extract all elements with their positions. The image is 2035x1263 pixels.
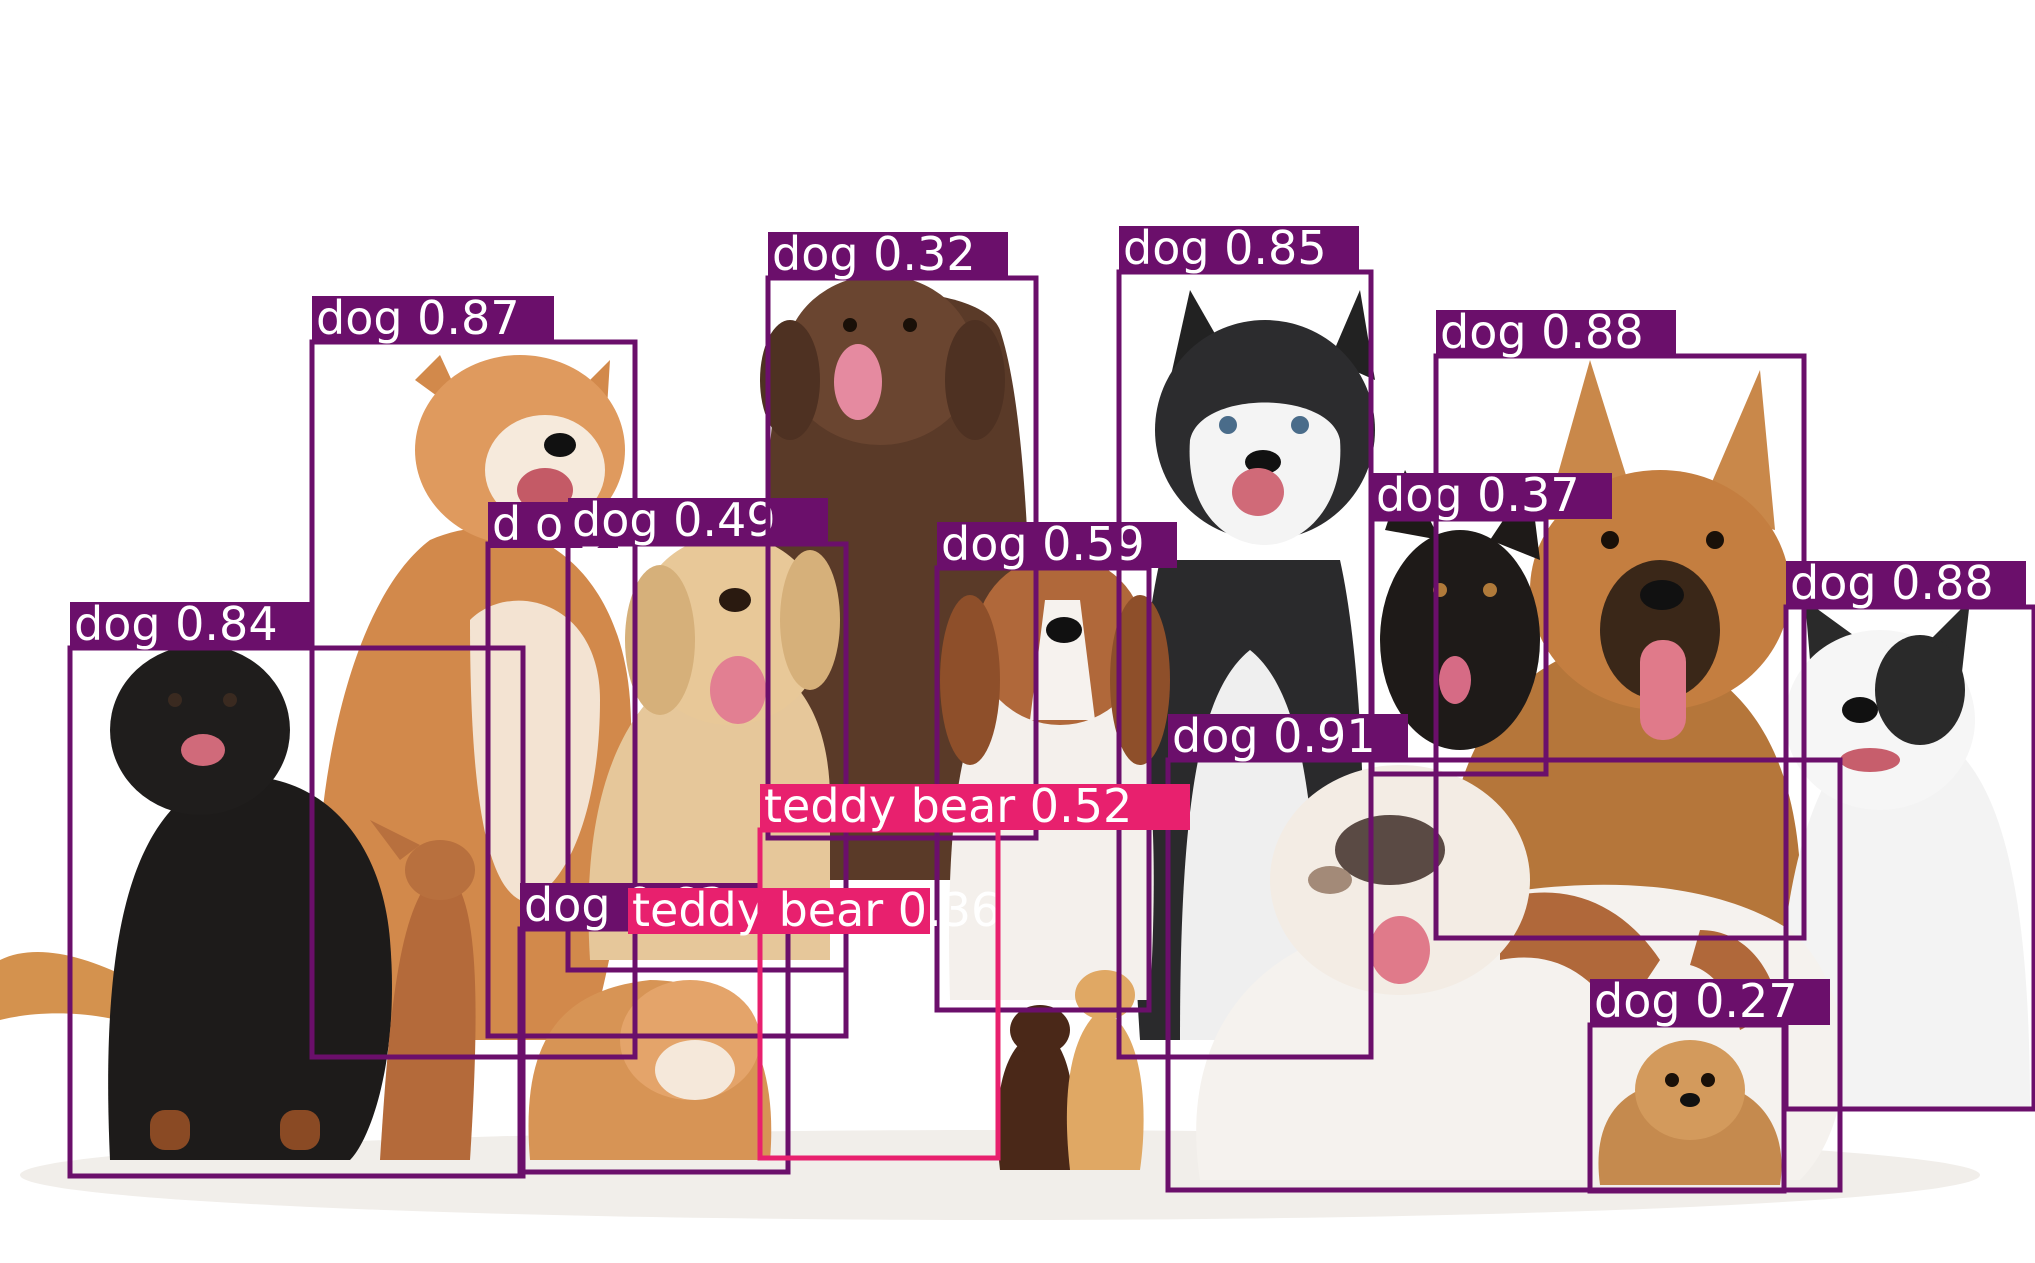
detection: dog 0.59 [934,517,1177,1013]
detection: dog 0.32 [765,227,1039,841]
detection-label-bg [70,602,310,648]
detection-label: dog 0.88 [1790,556,1994,610]
detection-box [1116,269,1374,1060]
detection-label: dog 0.32 [772,227,976,281]
detection-label: dog 0.27 [1594,974,1798,1028]
detection: dog 0.77 [485,497,849,1039]
detection-box [757,827,1001,1161]
detection-label-bg [937,522,1177,568]
detection-box [1587,1022,1787,1194]
detection-label-bg [1786,561,2026,607]
detection-label-bg [1119,226,1359,272]
detection-label-bg [1168,714,1408,760]
detection-label: dog 0.85 [1123,221,1327,275]
german-shepherd [1440,360,1802,940]
detection: dog 0.87 [309,291,638,1060]
detection: dog 0.91 [1165,709,1843,1193]
detection: dog 0.49 [565,493,849,973]
detection: dog 0.27 [1587,974,1830,1194]
detection-box [1783,604,2035,1112]
yorkshire-terrier [1598,1040,1782,1185]
detection: teddy bear 0.52 [757,779,1190,1161]
detection-label: teddy bear 0.36 [632,883,1000,937]
detection: dog 0.84 [67,597,526,1179]
detection-label-bg [1590,979,1830,1025]
detection-label-bg [1436,310,1676,356]
detection-label-bg [568,498,828,544]
detection-box [67,645,526,1179]
detection-label: dog 0.59 [941,517,1145,571]
detection-label-bg [628,888,930,934]
detection: dog 0.85 [1116,221,1374,1060]
akita-puppy [528,980,772,1160]
detection-label: dog 0.91 [1172,709,1376,763]
detection-box [1433,353,1807,941]
black-pug [0,645,392,1160]
detection-label: dog 0.88 [1440,305,1644,359]
detection: dog 0.88 [1783,556,2035,1112]
detection-label: dog 0.84 [74,597,278,651]
detection-box [1165,757,1843,1193]
detection-label: teddy bear 0.52 [764,779,1132,833]
detection-label-bg [760,784,1190,830]
detection-label-bg [312,296,554,342]
detection-label: dog 0.87 [316,291,520,345]
detection-box [309,339,638,1060]
detection: teddy bear 0.36 [628,883,1000,937]
detection-label-bg [768,232,1008,278]
detection: dog 0.37 [1369,468,1612,777]
detection-label-bg [1372,473,1612,519]
detection-label: dog 0.49 [572,493,776,547]
detection: dog 0.88 [1433,305,1807,941]
detection-box [517,926,791,1175]
detection-label: dog 0.37 [1376,468,1580,522]
